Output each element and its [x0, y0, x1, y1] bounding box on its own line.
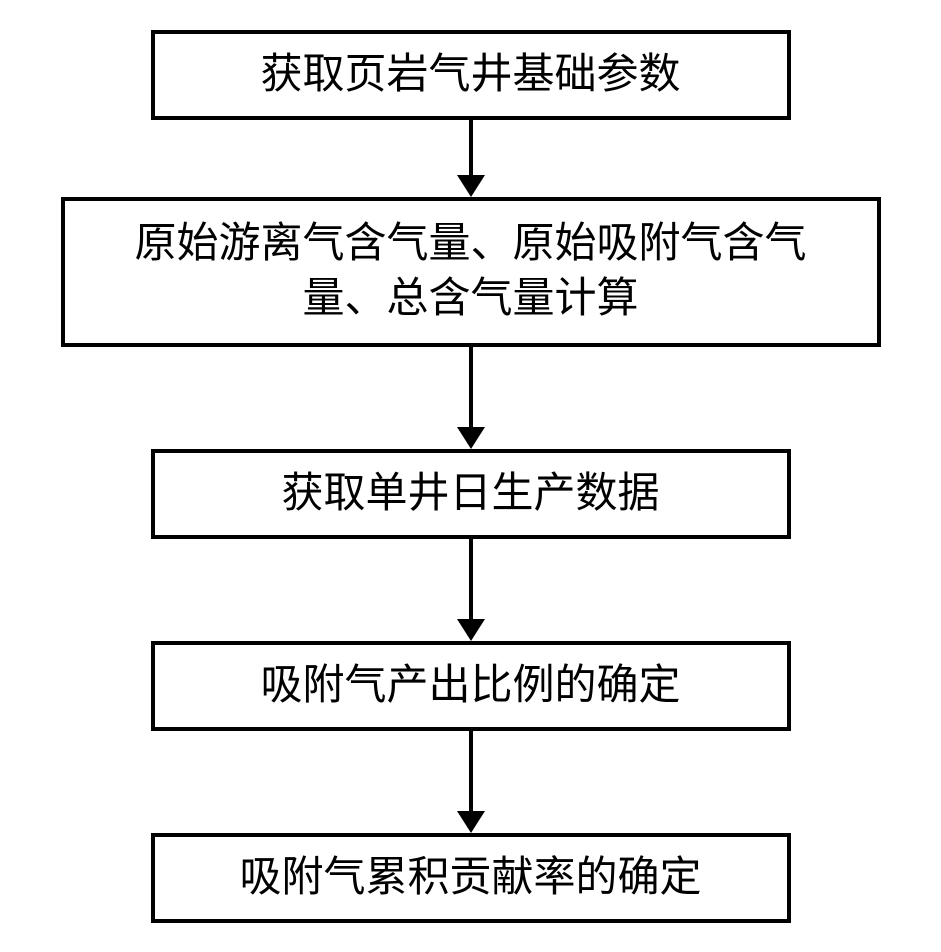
- arrow-head-4: [457, 811, 485, 833]
- arrow-head-1: [457, 175, 485, 197]
- arrow-4: [457, 731, 485, 833]
- flow-step-1: 获取页岩气井基础参数: [151, 30, 791, 120]
- flow-step-3: 获取单井日生产数据: [151, 449, 791, 539]
- arrow-1: [457, 120, 485, 197]
- flow-step-4-label: 吸附气产出比例的确定: [260, 659, 680, 714]
- flow-step-4: 吸附气产出比例的确定: [151, 641, 791, 731]
- flow-step-5-label: 吸附气累积贡献率的确定: [239, 851, 701, 906]
- arrow-3: [457, 539, 485, 641]
- arrow-line-2: [469, 347, 473, 427]
- flow-step-2: 原始游离气含气量、原始吸附气含气量、总含气量计算: [61, 197, 881, 347]
- arrow-head-2: [457, 427, 485, 449]
- flow-step-5: 吸附气累积贡献率的确定: [151, 833, 791, 923]
- arrow-line-4: [469, 731, 473, 811]
- arrow-line-1: [469, 120, 473, 175]
- flow-step-3-label: 获取单井日生产数据: [281, 467, 659, 522]
- arrow-head-3: [457, 619, 485, 641]
- flow-step-1-label: 获取页岩气井基础参数: [260, 48, 680, 103]
- arrow-line-3: [469, 539, 473, 619]
- arrow-2: [457, 347, 485, 449]
- flow-step-2-label: 原始游离气含气量、原始吸附气含气量、总含气量计算: [95, 217, 847, 326]
